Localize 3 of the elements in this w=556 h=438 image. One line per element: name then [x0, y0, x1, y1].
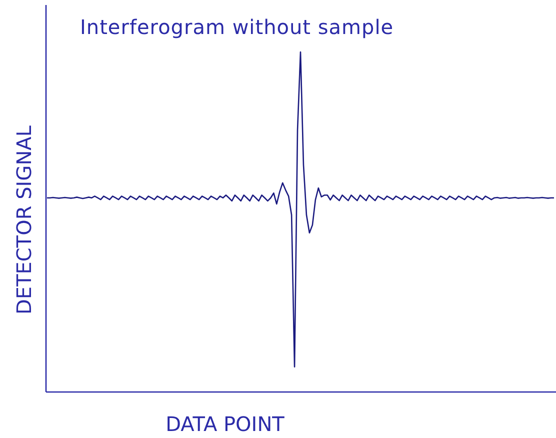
chart-title: Interferogram without sample [80, 15, 394, 39]
y-axis-title: DETECTOR SIGNAL [12, 124, 36, 314]
x-axis-title: DATA POINT [166, 412, 286, 436]
